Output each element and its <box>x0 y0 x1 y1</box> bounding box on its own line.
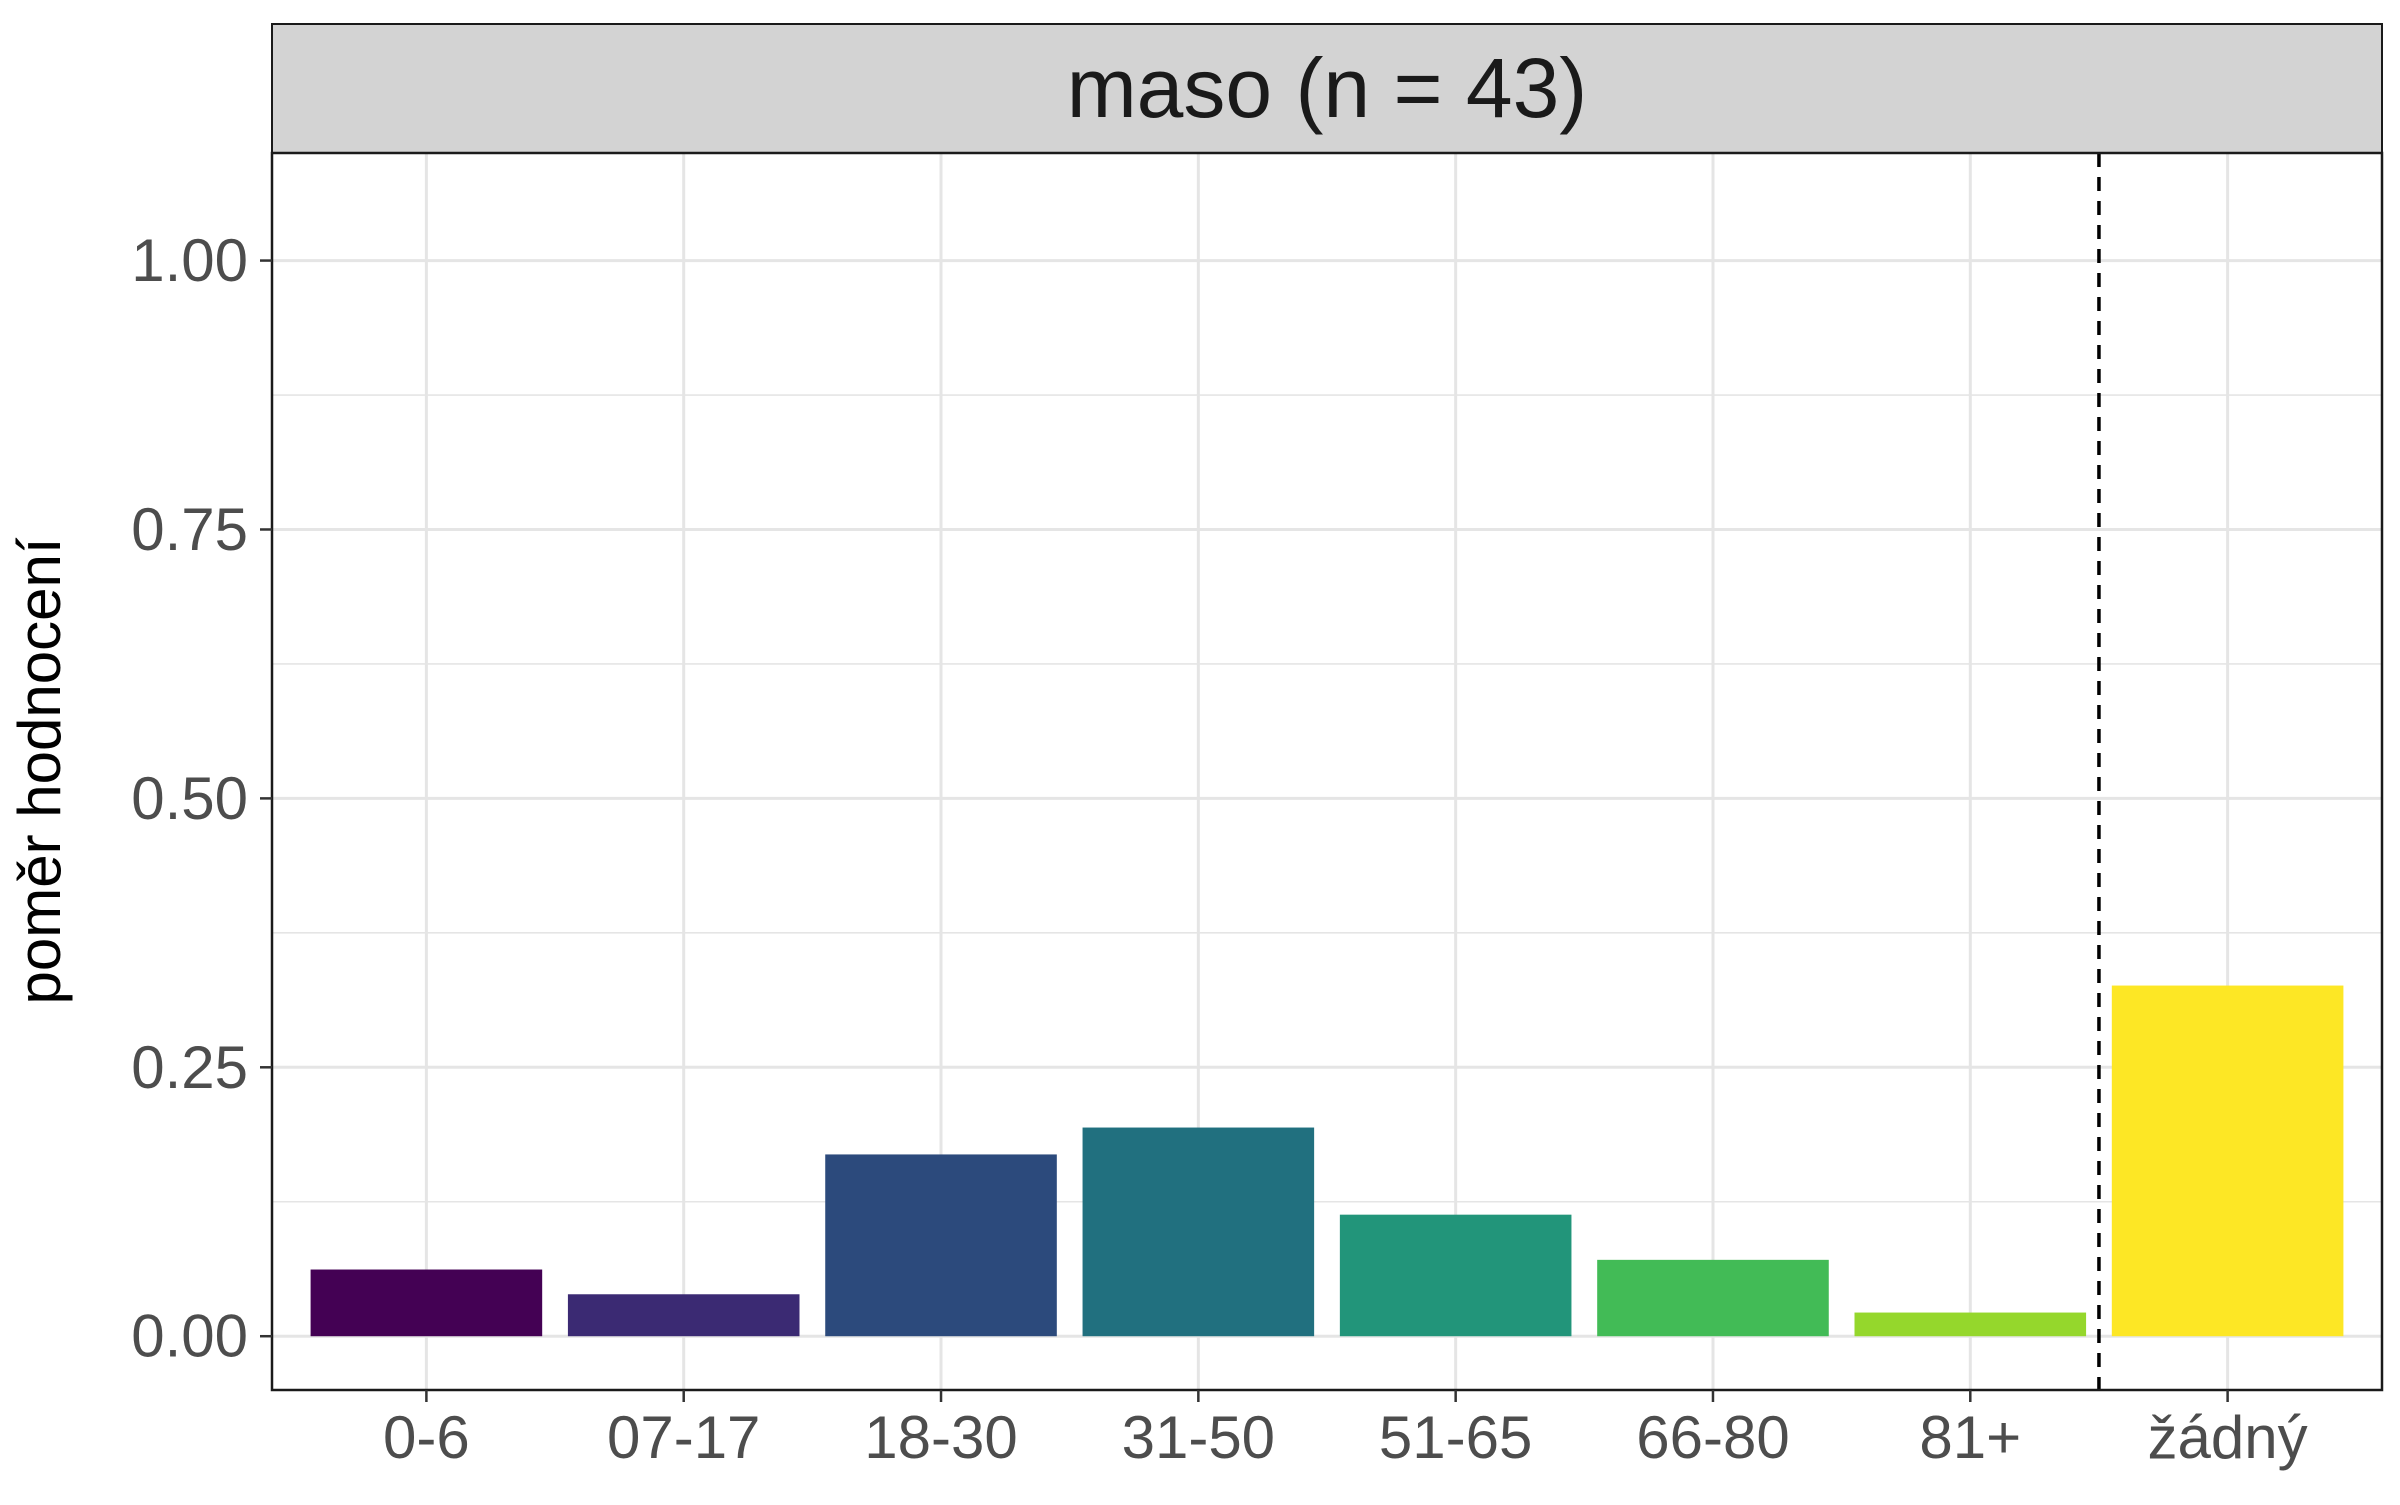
bar-81+ <box>1854 1312 2087 1337</box>
y-axis: 0.00 0.25 0.50 0.75 1.00 <box>131 227 272 1370</box>
x-tick-label: 18-30 <box>864 1404 1017 1471</box>
x-tick-label: žádný <box>2148 1404 2308 1471</box>
y-tick-label: 0.75 <box>131 496 248 563</box>
x-tick-label: 81+ <box>1919 1404 2021 1471</box>
y-tick-label: 0.25 <box>131 1034 248 1101</box>
grid-lines <box>272 153 2382 1390</box>
x-tick-label: 31-50 <box>1122 1404 1275 1471</box>
bar-07-17 <box>567 1294 800 1337</box>
y-tick-label: 0.50 <box>131 765 248 832</box>
bar-žádný <box>2111 985 2344 1337</box>
panel-border <box>270 151 2384 1392</box>
bars <box>310 985 2344 1337</box>
bar-66-80 <box>1597 1259 1829 1337</box>
facet-strip <box>271 23 2383 154</box>
facet-title: maso (n = 43) <box>1067 41 1588 135</box>
bar-0-6 <box>310 1269 543 1337</box>
x-tick-label: 0-6 <box>383 1404 470 1471</box>
y-tick-label: 0.00 <box>131 1303 248 1370</box>
x-tick-label: 07-17 <box>607 1404 760 1471</box>
bar-18-30 <box>825 1154 1057 1337</box>
bar-31-50 <box>1082 1127 1315 1337</box>
y-axis-title: poměr hodnocení <box>6 537 73 1004</box>
x-tick-label: 66-80 <box>1636 1404 1789 1471</box>
bar-51-65 <box>1339 1214 1572 1337</box>
x-tick-label: 51-65 <box>1379 1404 1532 1471</box>
x-axis: 0-6 07-17 18-30 31-50 51-65 66-80 81+ žádný <box>383 1390 2308 1471</box>
y-tick-label: 1.00 <box>131 227 248 294</box>
